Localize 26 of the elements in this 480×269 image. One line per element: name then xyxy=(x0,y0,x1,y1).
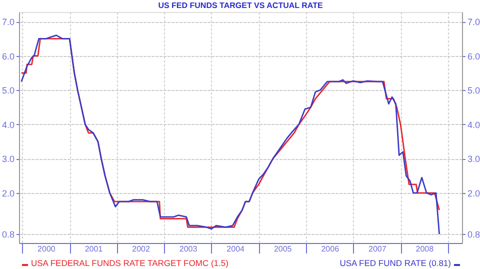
y-tick-label: 3.0 xyxy=(2,154,14,164)
y-tick-label: 2.0 xyxy=(2,188,14,198)
x-tick-label: 2007 xyxy=(368,244,387,254)
y-tick-label: 0.8 xyxy=(2,230,14,240)
y2-tick-label: 6.0 xyxy=(468,51,480,62)
y2-tick-label: 7.0 xyxy=(468,17,480,28)
y2-tick-label: 4.0 xyxy=(468,120,480,130)
y2-tick-label: 2.0 xyxy=(468,188,480,198)
y-tick-label: 5.0 xyxy=(2,86,14,96)
x-tick-label: 2001 xyxy=(84,244,104,254)
x-tick-label: 2003 xyxy=(179,244,198,254)
y2-tick-label: 3.0 xyxy=(468,154,480,164)
x-tick-label: 2005 xyxy=(274,244,292,254)
x-tick-label: 2002 xyxy=(132,244,150,254)
y-tick-label: 4.0 xyxy=(2,120,14,130)
x-tick-label: 2006 xyxy=(321,244,340,254)
chart-title: US FED FUNDS TARGET VS ACTUAL RATE xyxy=(158,1,324,10)
text: USA FED FUND RATE (0.81) xyxy=(340,258,452,268)
y-tick-label: 7.0 xyxy=(2,17,14,28)
y2-tick-label: 5.0 xyxy=(468,86,480,96)
y2-tick-label: 0.8 xyxy=(468,230,480,240)
y-tick-label: 6.0 xyxy=(2,51,14,62)
x-tick-label: 2004 xyxy=(226,244,246,254)
x-tick-label: 2008 xyxy=(416,244,434,254)
x-tick-label: 2000 xyxy=(38,244,56,254)
legend-label: USA FEDERAL FUNDS RATE TARGET FOMC (1.5) xyxy=(31,258,229,268)
